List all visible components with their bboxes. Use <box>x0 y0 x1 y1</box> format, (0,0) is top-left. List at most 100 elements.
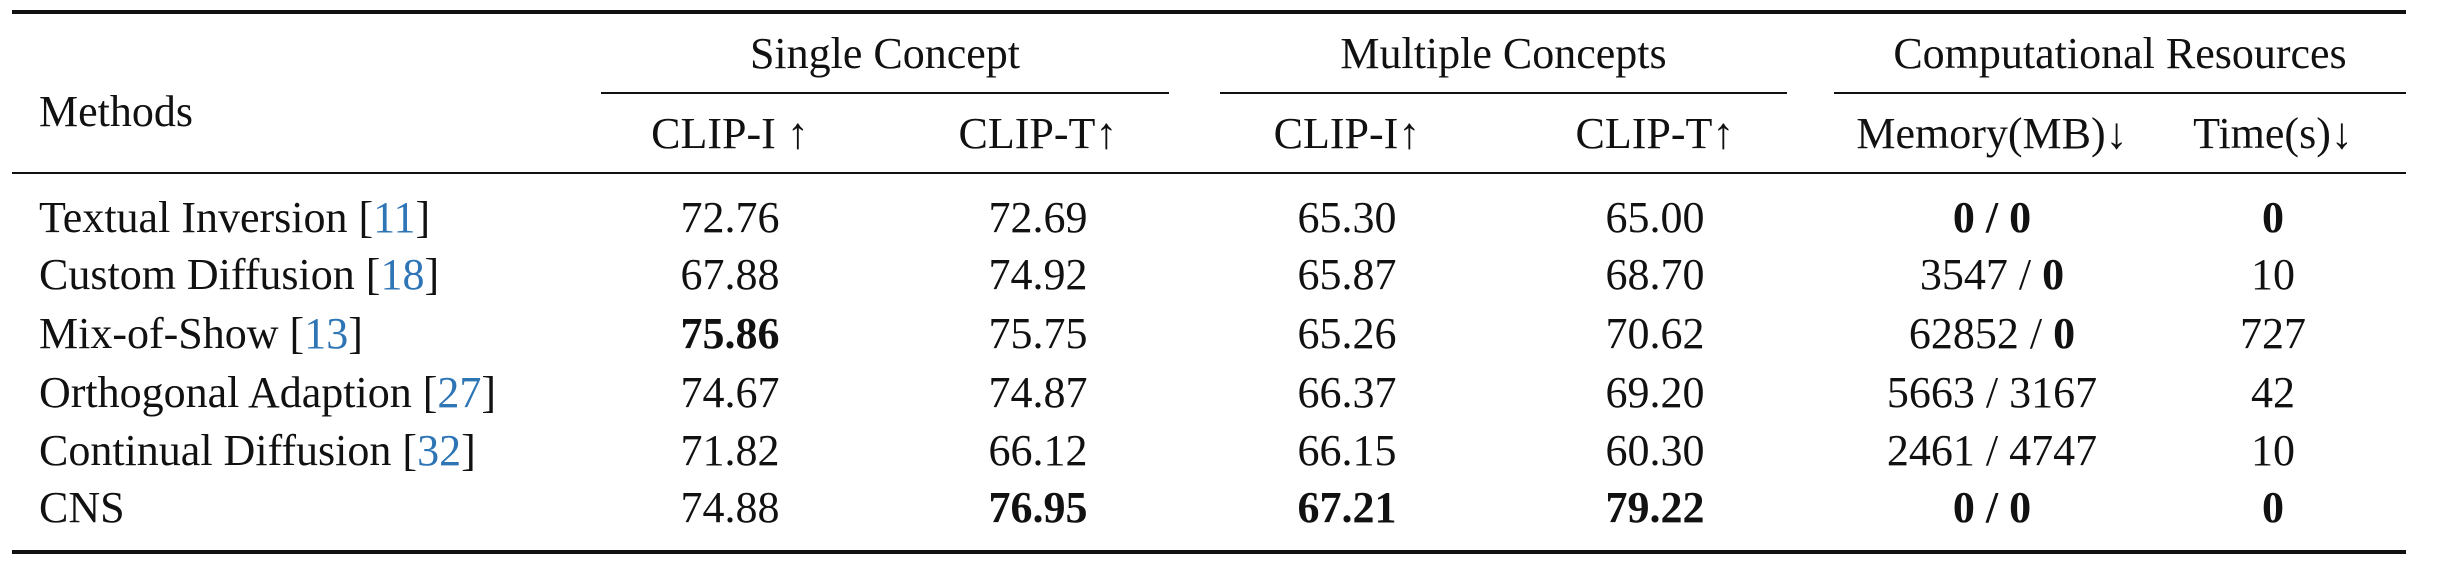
value-cell: 42 <box>2251 371 2295 415</box>
value-cell: 75.75 <box>989 312 1088 356</box>
group-header: Multiple Concepts <box>1340 29 1667 78</box>
value-cell: 71.82 <box>681 429 780 473</box>
value-cell: 5663 / 3167 <box>1887 371 2097 415</box>
value-cell: 727 <box>2240 312 2306 356</box>
value-cell: 70.62 <box>1606 312 1705 356</box>
cell-text: 42 <box>2251 368 2295 417</box>
value-cell: 67.21 <box>1298 486 1397 530</box>
cell-text: 67.21 <box>1297 483 1397 532</box>
cell-text: 75.75 <box>988 309 1088 358</box>
value-cell: 75.86 <box>681 312 780 356</box>
method-cell: Custom Diffusion [18] <box>39 253 439 297</box>
method-cell: CNS <box>39 486 125 530</box>
cell-text: ] <box>424 250 440 299</box>
column-header: CLIP-T↑ <box>1575 109 1735 158</box>
cell-text: ] <box>481 368 497 417</box>
cell-text: 2461 / 4747 <box>1886 426 2098 475</box>
value-cell: 3547 / 0 <box>1920 253 2064 297</box>
column-header: Time(s)↓ <box>2193 109 2353 158</box>
cell-text: 727 <box>2240 309 2306 358</box>
cell-text: 10 <box>2251 250 2295 299</box>
cell-text: 65.26 <box>1297 309 1397 358</box>
cell-text: Continual Diffusion [ <box>39 426 418 475</box>
method-cell: Continual Diffusion [32] <box>39 429 476 473</box>
value-cell: 69.20 <box>1606 371 1705 415</box>
value-cell: 66.37 <box>1298 371 1397 415</box>
cell-text: 66.15 <box>1297 426 1397 475</box>
cell-text: 74.67 <box>680 368 780 417</box>
citation: 32 <box>417 426 462 475</box>
value-cell: 65.00 <box>1606 196 1705 240</box>
value-cell: 62852 / 0 <box>1909 312 2075 356</box>
cell-text: ] <box>348 309 363 358</box>
cell-text: 75.86 <box>680 309 780 358</box>
value-cell: 74.67 <box>681 371 780 415</box>
cell-text: CNS <box>39 483 125 532</box>
value-cell: 10 <box>2251 429 2295 473</box>
cell-text: 74.88 <box>680 483 780 532</box>
value-cell: 0 / 0 <box>1953 196 2031 240</box>
method-cell: Mix-of-Show [13] <box>39 312 363 356</box>
cell-text: 66.37 <box>1297 368 1397 417</box>
value-cell: 74.92 <box>989 253 1088 297</box>
group-underline <box>601 92 1169 94</box>
value-cell: 72.76 <box>681 196 780 240</box>
column-header: CLIP-I ↑ <box>651 109 809 158</box>
cell-text: Orthogonal Adaption [ <box>39 368 438 417</box>
cell-text: 0 <box>2262 193 2284 242</box>
value-cell: 65.30 <box>1298 196 1397 240</box>
citation: 13 <box>304 309 349 358</box>
cell-text: 72.76 <box>680 193 780 242</box>
value-cell: 66.12 <box>989 429 1088 473</box>
cell-text: ] <box>415 193 431 242</box>
citation: 11 <box>373 193 416 242</box>
value-cell: 72.69 <box>989 196 1088 240</box>
value-cell: 76.95 <box>989 486 1088 530</box>
group-header: Single Concept <box>749 29 1021 78</box>
cell-text: 0 <box>2042 250 2065 299</box>
value-cell: 65.87 <box>1298 253 1397 297</box>
cell-text: 60.30 <box>1605 426 1705 475</box>
cell-text: 0 / 0 <box>1952 483 2032 532</box>
cell-text: 3547 / <box>1919 250 2043 299</box>
value-cell: 65.26 <box>1298 312 1397 356</box>
cell-text: 72.69 <box>988 193 1088 242</box>
cell-text: 0 <box>2053 309 2076 358</box>
value-cell: 79.22 <box>1606 486 1705 530</box>
cell-text: 79.22 <box>1605 483 1705 532</box>
citation: 18 <box>380 250 425 299</box>
cell-text: 74.87 <box>988 368 1088 417</box>
citation: 27 <box>437 368 482 417</box>
value-cell: 2461 / 4747 <box>1887 429 2097 473</box>
group-underline <box>1220 92 1787 94</box>
value-cell: 60.30 <box>1606 429 1705 473</box>
cell-text: 65.30 <box>1297 193 1397 242</box>
top-rule <box>12 10 2406 14</box>
group-underline <box>1834 92 2406 94</box>
cell-text: 74.92 <box>988 250 1088 299</box>
value-cell: 68.70 <box>1606 253 1705 297</box>
cell-text: 69.20 <box>1605 368 1705 417</box>
cell-text: 71.82 <box>680 426 780 475</box>
method-cell: Orthogonal Adaption [27] <box>39 371 496 415</box>
value-cell: 66.15 <box>1298 429 1397 473</box>
cell-text: Textual Inversion [ <box>39 193 374 242</box>
column-header: CLIP-T↑ <box>958 109 1118 158</box>
cell-text: 67.88 <box>680 250 780 299</box>
value-cell: 10 <box>2251 253 2295 297</box>
value-cell: 0 <box>2262 486 2284 530</box>
mid-rule <box>12 172 2406 174</box>
cell-text: 70.62 <box>1605 309 1705 358</box>
methods-header: Methods <box>39 87 193 136</box>
cell-text: 65.00 <box>1605 193 1705 242</box>
bottom-rule <box>12 550 2406 554</box>
column-header: Memory(MB)↓ <box>1856 109 2128 158</box>
value-cell: 74.88 <box>681 486 780 530</box>
cell-text: ] <box>461 426 476 475</box>
cell-text: 68.70 <box>1605 250 1705 299</box>
value-cell: 0 / 0 <box>1953 486 2031 530</box>
cell-text: 76.95 <box>988 483 1088 532</box>
cell-text: 62852 / <box>1908 309 2054 358</box>
cell-text: 65.87 <box>1297 250 1397 299</box>
cell-text: 0 / 0 <box>1952 193 2032 242</box>
